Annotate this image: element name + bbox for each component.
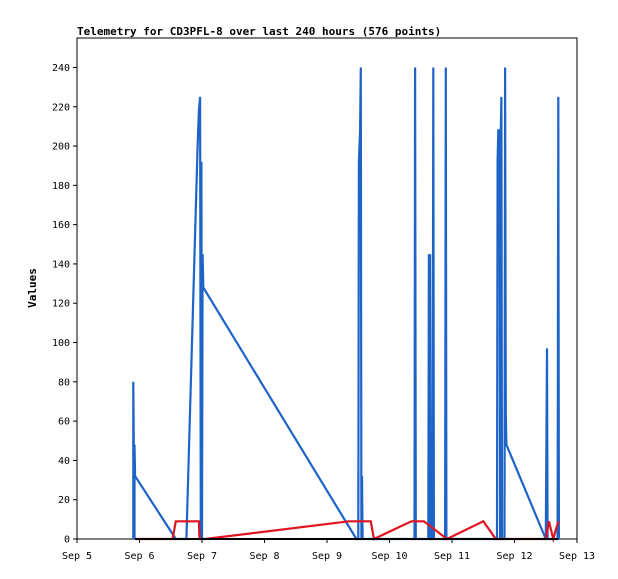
y-tick-label: 240 [52, 63, 70, 74]
y-axis-label: Values [26, 268, 39, 308]
x-tick-label: Sep 7 [187, 551, 217, 562]
x-tick-label: Sep 5 [62, 551, 92, 562]
x-tick-label: Sep 11 [434, 551, 470, 562]
x-tick-label: Sep 9 [312, 551, 342, 562]
y-tick-label: 80 [58, 377, 70, 388]
y-tick-label: 100 [52, 338, 70, 349]
x-tick-label: Sep 8 [249, 551, 279, 562]
y-tick-label: 200 [52, 142, 70, 153]
y-tick-label: 0 [64, 535, 70, 546]
x-tick-label: Sep 10 [371, 551, 407, 562]
y-tick-label: 220 [52, 102, 70, 113]
y-tick-label: 180 [52, 181, 70, 192]
x-tick-label: Sep 13 [559, 551, 595, 562]
x-axis: Sep 5 Sep 6 Sep 7 Sep 8 Sep 9 Sep 10 Sep 11 Sep… [62, 539, 595, 562]
y-tick-label: 140 [52, 259, 70, 270]
y-tick-label: 120 [52, 299, 70, 310]
y-tick-label: 20 [58, 495, 70, 506]
y-tick-label: 60 [58, 417, 70, 428]
x-tick-label: Sep 6 [124, 551, 154, 562]
series-line-blue [132, 67, 561, 541]
y-tick-label: 160 [52, 220, 70, 231]
x-tick-label: Sep 12 [496, 551, 532, 562]
series-lines [132, 67, 561, 544]
y-tick-label: 40 [58, 456, 70, 467]
series-line-red [135, 519, 560, 544]
y-axis: 0 20 40 60 80 100 120 140 160 180 200 220 240 [52, 63, 77, 546]
chart-title: Telemetry for CD3PFL-8 over last 240 hou… [77, 25, 441, 38]
